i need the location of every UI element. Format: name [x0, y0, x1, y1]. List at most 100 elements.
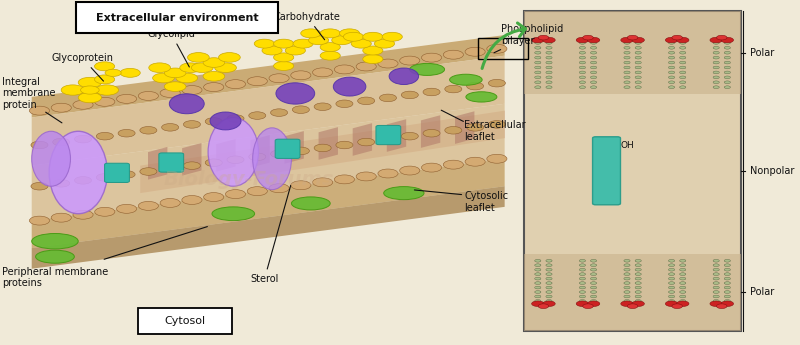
Circle shape — [400, 56, 420, 65]
Circle shape — [624, 259, 630, 262]
Circle shape — [724, 56, 730, 59]
Circle shape — [546, 264, 552, 267]
Circle shape — [710, 37, 722, 43]
Circle shape — [422, 53, 442, 62]
Circle shape — [710, 301, 722, 306]
Circle shape — [721, 37, 734, 43]
Circle shape — [546, 46, 552, 49]
Circle shape — [94, 207, 115, 216]
Circle shape — [320, 51, 340, 60]
Circle shape — [579, 56, 586, 59]
Circle shape — [534, 86, 541, 89]
Circle shape — [724, 66, 730, 69]
Circle shape — [680, 81, 686, 83]
Circle shape — [713, 277, 719, 280]
Circle shape — [579, 273, 586, 276]
Circle shape — [334, 175, 354, 184]
Circle shape — [290, 181, 311, 190]
Circle shape — [339, 29, 360, 38]
Circle shape — [724, 273, 730, 276]
Ellipse shape — [450, 74, 482, 85]
Circle shape — [713, 66, 719, 69]
Circle shape — [378, 59, 398, 68]
Circle shape — [624, 81, 630, 83]
Text: Integral
membrane
protein: Integral membrane protein — [2, 77, 56, 110]
Circle shape — [724, 268, 730, 271]
Circle shape — [635, 46, 642, 49]
Circle shape — [74, 177, 91, 184]
Circle shape — [362, 46, 383, 55]
Circle shape — [624, 290, 630, 293]
Circle shape — [546, 299, 552, 302]
Circle shape — [579, 259, 586, 262]
Circle shape — [635, 264, 642, 267]
Circle shape — [635, 273, 642, 276]
Circle shape — [254, 39, 274, 48]
Circle shape — [635, 71, 642, 74]
Circle shape — [635, 259, 642, 262]
Circle shape — [624, 282, 630, 285]
Circle shape — [724, 277, 730, 280]
Circle shape — [290, 71, 311, 80]
Circle shape — [534, 299, 541, 302]
Circle shape — [624, 273, 630, 276]
Ellipse shape — [384, 187, 424, 200]
Circle shape — [94, 75, 114, 84]
Circle shape — [73, 100, 93, 109]
Circle shape — [590, 71, 597, 74]
Circle shape — [587, 301, 600, 306]
Circle shape — [724, 46, 730, 49]
Circle shape — [724, 81, 730, 83]
Ellipse shape — [49, 131, 107, 214]
FancyBboxPatch shape — [593, 137, 621, 205]
Circle shape — [534, 264, 541, 267]
Circle shape — [680, 56, 686, 59]
Circle shape — [534, 277, 541, 280]
Circle shape — [713, 295, 719, 298]
Circle shape — [590, 56, 597, 59]
FancyBboxPatch shape — [159, 153, 184, 172]
Circle shape — [624, 299, 630, 302]
Text: Glycolipid: Glycolipid — [147, 29, 195, 67]
Circle shape — [680, 46, 686, 49]
Circle shape — [358, 97, 374, 105]
Circle shape — [669, 56, 674, 59]
Circle shape — [546, 41, 552, 44]
Circle shape — [669, 51, 674, 54]
Circle shape — [30, 216, 50, 225]
Circle shape — [590, 66, 597, 69]
Circle shape — [590, 277, 597, 280]
Circle shape — [624, 264, 630, 267]
Ellipse shape — [276, 83, 314, 104]
Circle shape — [534, 268, 541, 271]
Polygon shape — [250, 135, 270, 168]
Circle shape — [160, 89, 180, 97]
Circle shape — [117, 204, 137, 213]
Circle shape — [680, 51, 686, 54]
Circle shape — [487, 154, 507, 163]
Circle shape — [314, 144, 331, 152]
Circle shape — [669, 286, 674, 289]
Text: Cytosol: Cytosol — [164, 316, 205, 326]
Circle shape — [576, 37, 589, 43]
Circle shape — [182, 86, 202, 95]
Circle shape — [717, 35, 727, 40]
Circle shape — [669, 46, 674, 49]
Circle shape — [680, 273, 686, 276]
Circle shape — [621, 301, 633, 306]
Circle shape — [546, 71, 552, 74]
Ellipse shape — [334, 77, 366, 96]
Circle shape — [579, 299, 586, 302]
Circle shape — [423, 88, 440, 96]
Circle shape — [487, 45, 507, 53]
Circle shape — [632, 301, 644, 306]
Circle shape — [713, 76, 719, 79]
Circle shape — [94, 62, 114, 71]
Ellipse shape — [253, 128, 291, 190]
Circle shape — [672, 35, 682, 40]
Circle shape — [262, 46, 282, 55]
Circle shape — [635, 76, 642, 79]
Text: Nonpolar: Nonpolar — [750, 166, 794, 176]
Circle shape — [624, 277, 630, 280]
Circle shape — [203, 58, 225, 67]
